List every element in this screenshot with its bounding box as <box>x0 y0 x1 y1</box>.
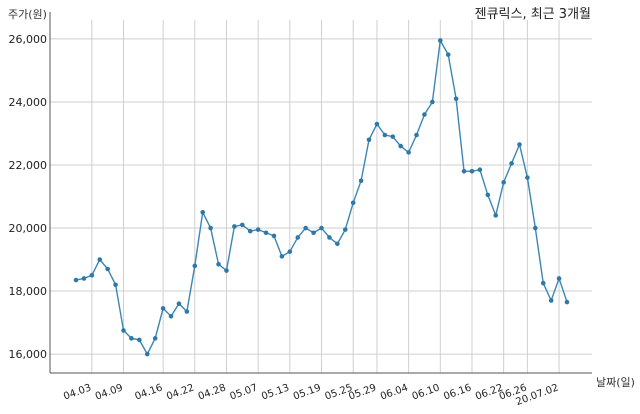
data-point <box>89 272 95 278</box>
data-point <box>398 143 403 149</box>
data-point <box>232 224 237 229</box>
data-point <box>216 261 221 267</box>
y-tick-label: 20,000 <box>9 222 48 235</box>
data-point <box>461 168 467 174</box>
data-point <box>263 230 269 236</box>
data-point <box>176 301 182 306</box>
data-point <box>335 241 340 247</box>
y-tick-label: 24,000 <box>9 96 48 109</box>
data-point <box>224 268 229 273</box>
x-tick-label: 04.22 <box>165 382 196 402</box>
data-point <box>247 228 253 234</box>
data-point <box>342 227 348 232</box>
data-point <box>327 235 332 240</box>
data-point <box>200 209 206 215</box>
data-point <box>113 282 118 288</box>
data-point <box>160 306 166 311</box>
axes <box>49 12 592 374</box>
x-tick-label: 04.16 <box>133 382 164 402</box>
data-point <box>168 313 174 319</box>
x-tick-label: 05.07 <box>228 382 259 402</box>
data-point <box>129 336 134 341</box>
x-tick-labels: 04.03 04.09 04.16 04.22 04.28 05.07 05.13 05.19… <box>62 382 560 408</box>
data-point <box>240 222 245 228</box>
series <box>73 38 570 357</box>
data-point <box>350 200 356 206</box>
x-tick-label: 06.04 <box>379 382 410 402</box>
data-point <box>564 299 570 305</box>
data-point <box>255 227 261 232</box>
data-point <box>517 142 522 147</box>
gridlines <box>50 20 592 373</box>
data-point <box>445 52 451 57</box>
data-point <box>540 280 546 286</box>
x-tick-label: 05.13 <box>260 382 291 402</box>
data-point <box>469 168 475 174</box>
x-tick-label: 05.19 <box>292 382 323 402</box>
data-point <box>501 180 506 185</box>
data-point <box>208 225 213 231</box>
x-tick-label: 06.16 <box>442 382 473 402</box>
data-point <box>97 257 103 262</box>
y-axis-label: 주가(원) <box>8 8 47 21</box>
data-point <box>422 112 427 117</box>
data-point <box>477 167 483 173</box>
data-point <box>525 175 530 180</box>
data-point <box>121 328 126 333</box>
data-point <box>414 132 419 138</box>
data-point <box>311 230 316 236</box>
y-tick-label: 16,000 <box>9 348 48 361</box>
x-tick-label: 04.09 <box>94 382 125 402</box>
data-point <box>485 192 491 198</box>
data-point <box>548 298 554 303</box>
x-tick-label: 05.29 <box>347 382 378 402</box>
data-point <box>271 233 277 239</box>
x-tick-label: 04.03 <box>62 382 93 402</box>
data-point <box>137 337 142 343</box>
data-point <box>192 263 198 269</box>
chart-title: 젠큐릭스, 최근 3개월 <box>475 7 591 22</box>
y-tick-label: 22,000 <box>9 159 48 172</box>
y-tick-labels: 16,000 18,000 20,000 22,000 24,000 26,000 <box>9 33 48 361</box>
data-point <box>287 249 293 254</box>
data-point <box>382 132 388 138</box>
data-point <box>406 150 411 155</box>
data-point <box>303 225 308 231</box>
data-point <box>73 277 79 283</box>
x-axis-label: 날짜(일) <box>596 375 635 389</box>
x-tick-label: 06.10 <box>411 382 442 402</box>
data-point <box>430 99 435 105</box>
x-tick-label: 04.28 <box>197 382 228 402</box>
data-point <box>509 161 514 166</box>
data-point <box>105 266 110 272</box>
data-point <box>152 336 158 341</box>
data-point <box>437 38 443 43</box>
y-tick-label: 18,000 <box>9 285 48 298</box>
data-point <box>358 178 364 184</box>
data-point <box>493 213 499 218</box>
data-point <box>390 134 396 139</box>
data-point <box>533 225 538 231</box>
data-point <box>81 276 87 281</box>
data-point <box>319 225 324 231</box>
data-point <box>184 309 190 314</box>
data-point <box>279 254 285 259</box>
data-point <box>556 276 562 281</box>
data-point <box>144 351 150 357</box>
data-point <box>453 96 459 102</box>
data-point <box>374 121 380 127</box>
y-tick-label: 26,000 <box>9 33 48 46</box>
data-point <box>295 235 301 240</box>
data-point <box>366 137 372 143</box>
